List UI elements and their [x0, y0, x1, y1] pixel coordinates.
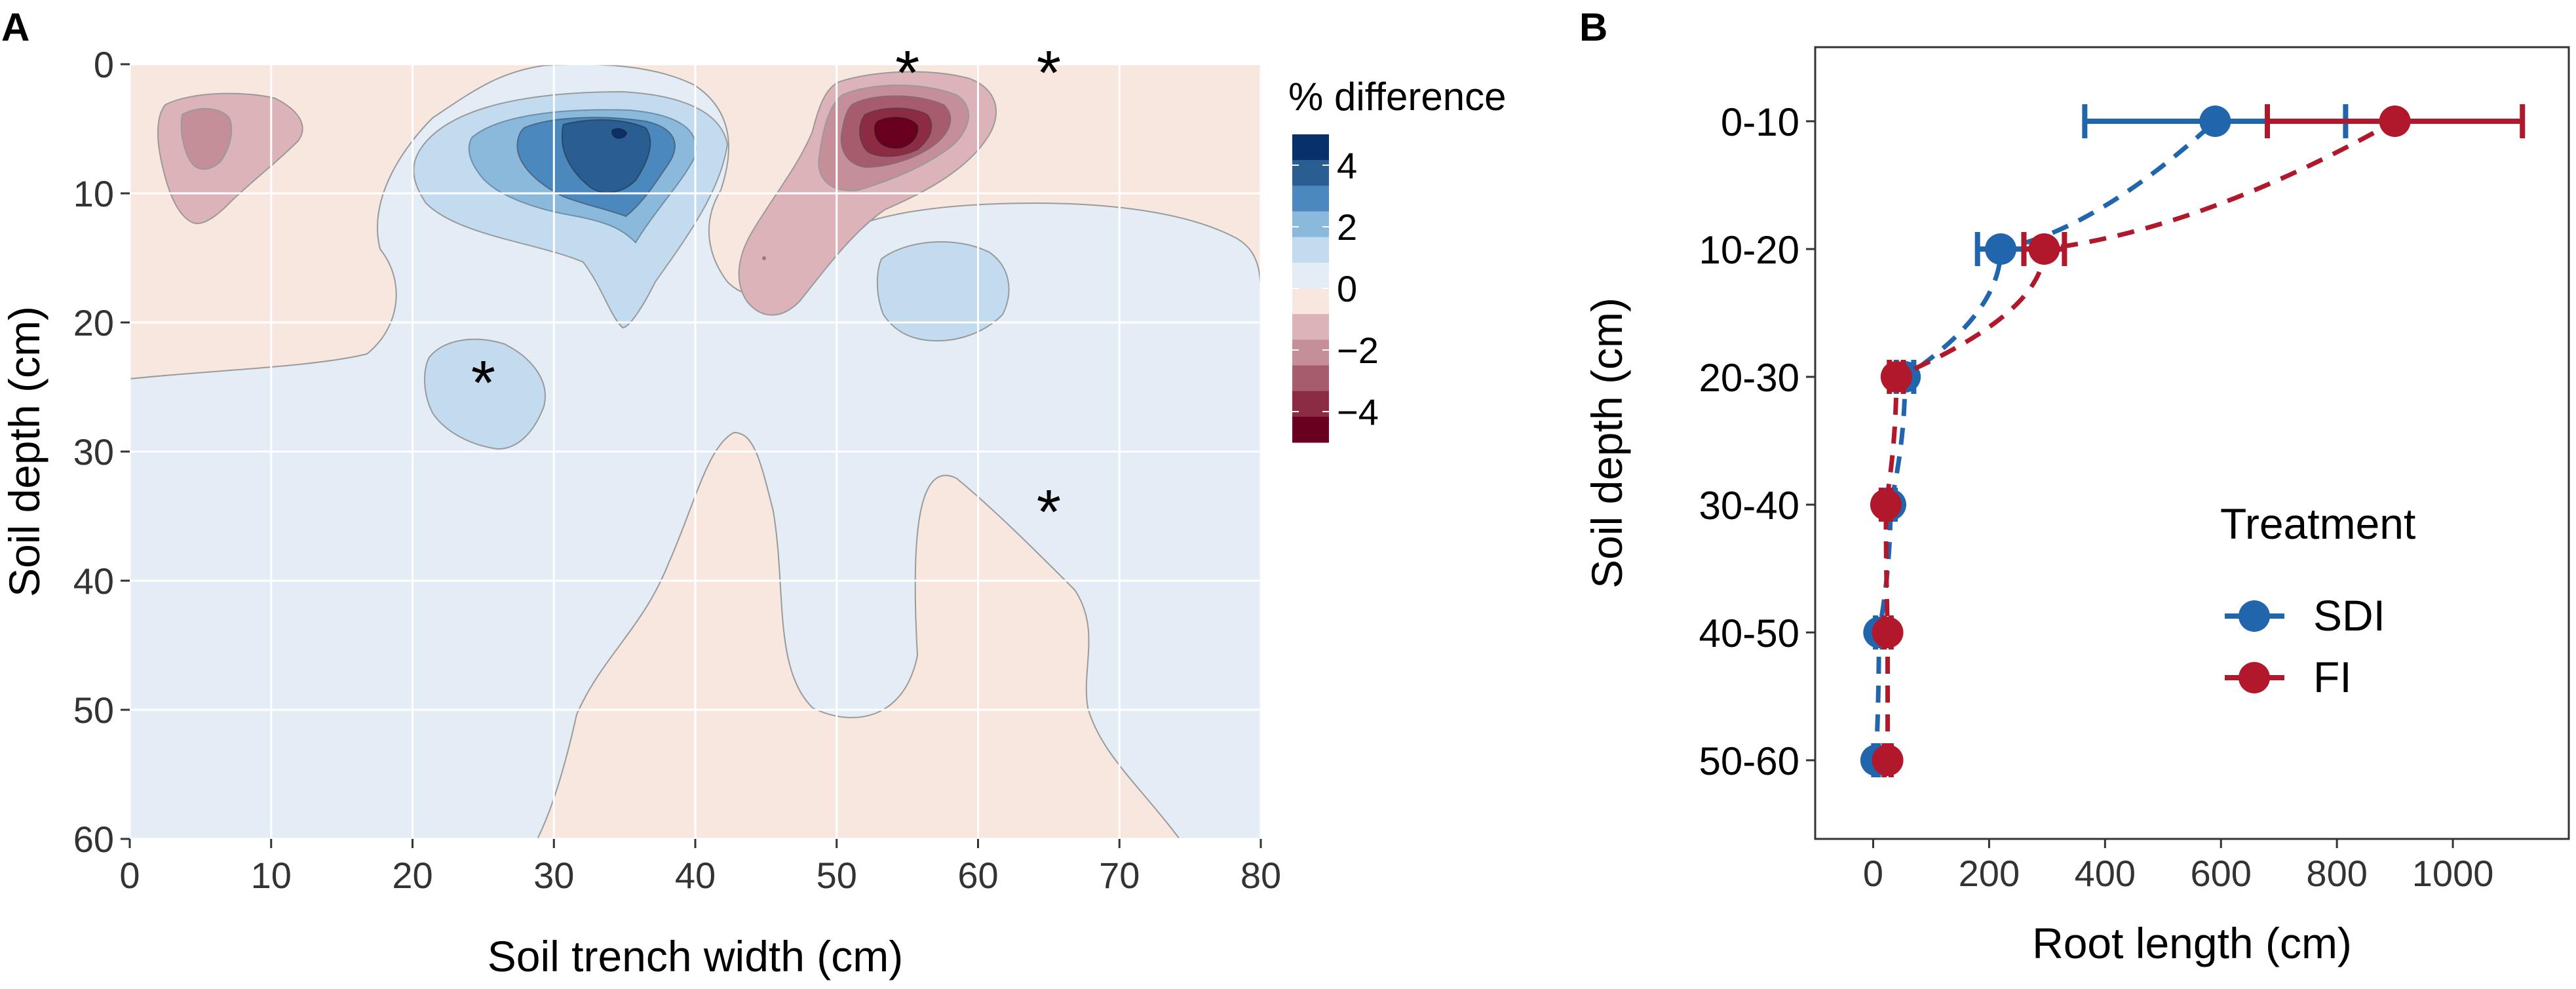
y-tick-label: 30 — [73, 431, 114, 473]
data-point — [1880, 361, 1912, 393]
y-axis-title: Soil depth (cm) — [1583, 298, 1631, 589]
x-tick-label: 200 — [1959, 853, 2020, 894]
x-tick-label: 400 — [2075, 853, 2136, 894]
colorbar-label: 0 — [1337, 268, 1357, 309]
x-axis-ticks: 0 10 20 30 40 50 60 70 80 — [119, 839, 1281, 896]
legend-title: % difference — [1288, 75, 1506, 119]
color-legend: % difference 4 2 0 −2 −4 — [1288, 75, 1506, 443]
colorbar-swatch — [1292, 288, 1329, 315]
significance-asterisk: * — [895, 38, 919, 108]
x-tick-label: 1000 — [2412, 853, 2494, 894]
colorbar-swatch — [1292, 391, 1329, 417]
colorbar-label: −4 — [1337, 391, 1379, 433]
colorbar-swatch — [1292, 211, 1329, 238]
x-tick-label: 600 — [2191, 853, 2252, 894]
contour-negative-peak — [874, 117, 919, 149]
colorbar-swatch — [1292, 185, 1329, 212]
x-axis-ticks: 0 200 400 600 800 1000 — [1863, 839, 2493, 894]
colorbar-swatch — [1292, 262, 1329, 289]
y-tick-label: 10 — [73, 173, 114, 214]
x-tick-label: 20 — [392, 855, 433, 896]
treatment-legend: Treatment SDI FI — [2220, 499, 2415, 701]
x-tick-label: 60 — [957, 855, 998, 896]
colorbar-swatch — [1292, 339, 1329, 366]
data-point — [1872, 617, 1904, 648]
x-tick-label: 800 — [2306, 853, 2367, 894]
data-point — [2199, 106, 2231, 137]
legend-marker — [2239, 662, 2270, 693]
contour-positive-peak — [611, 128, 628, 139]
y-tick-label: 0 — [94, 44, 114, 85]
y-tick-label: 20-30 — [1699, 356, 1799, 400]
y-axis-ticks: 0-10 10-20 20-30 30-40 40-50 50-60 — [1699, 100, 1815, 783]
panel-a-label: A — [1, 5, 29, 49]
x-tick-label: 0 — [119, 855, 140, 896]
x-tick-label: 70 — [1099, 855, 1140, 896]
x-tick-label: 10 — [251, 855, 292, 896]
colorbar-labels: 4 2 0 −2 −4 — [1292, 145, 1379, 433]
x-tick-label: 30 — [533, 855, 574, 896]
x-tick-label: 50 — [817, 855, 857, 896]
colorbar — [1292, 134, 1329, 443]
data-point — [1985, 233, 2017, 265]
significance-asterisk: * — [1037, 38, 1061, 108]
legend-items: SDI FI — [2225, 591, 2385, 701]
x-tick-label: 80 — [1240, 855, 1281, 896]
data-point — [1872, 745, 1904, 776]
y-axis-title: Soil depth (cm) — [0, 306, 48, 597]
legend-label: SDI — [2313, 591, 2385, 640]
colorbar-swatch — [1292, 134, 1329, 161]
contour-point — [762, 256, 766, 260]
panel-b-label: B — [1579, 5, 1607, 49]
data-point — [1870, 489, 1902, 520]
contour-plot: 0 10 20 30 40 50 60 70 80 0 10 20 30 40 50 60 * * * * Soi… — [0, 38, 1281, 980]
series-fi — [1870, 104, 2526, 777]
legend-marker — [2239, 600, 2270, 632]
x-tick-label: 40 — [675, 855, 716, 896]
y-tick-label: 40-50 — [1699, 611, 1799, 655]
data-point — [2028, 233, 2060, 265]
y-tick-label: 0-10 — [1721, 100, 1799, 144]
colorbar-swatch — [1292, 237, 1329, 263]
colorbar-label: −2 — [1337, 330, 1379, 371]
plot-frame — [1814, 46, 2570, 840]
x-tick-label: 0 — [1863, 853, 1883, 894]
y-tick-label: 50 — [73, 689, 114, 731]
significance-asterisk: * — [1037, 477, 1061, 547]
y-tick-label: 30-40 — [1699, 484, 1799, 528]
legend-item-fi: FI — [2225, 653, 2352, 701]
series-layer — [1860, 104, 2526, 777]
y-tick-label: 20 — [73, 302, 114, 343]
colorbar-label: 2 — [1337, 206, 1357, 248]
y-tick-label: 50-60 — [1699, 739, 1799, 783]
root-length-plot: 0 200 400 600 800 1000 0-10 10-20 20-30 30-40 40-… — [1583, 46, 2570, 967]
data-point — [2379, 106, 2411, 137]
significance-asterisk: * — [471, 348, 495, 418]
contour-negative-left-inner — [180, 107, 233, 170]
contour-positive-small-left — [424, 338, 546, 450]
significance-markers: * * * * — [471, 38, 1061, 547]
x-axis-title: Root length (cm) — [2032, 919, 2352, 967]
y-tick-label: 10-20 — [1699, 228, 1799, 272]
x-axis-title: Soil trench width (cm) — [488, 932, 904, 980]
colorbar-swatch — [1292, 416, 1329, 443]
colorbar-label: 4 — [1337, 145, 1357, 186]
y-tick-label: 60 — [73, 819, 114, 860]
legend-title: Treatment — [2220, 499, 2415, 548]
y-tick-label: 40 — [73, 560, 114, 602]
colorbar-swatch — [1292, 160, 1329, 186]
colorbar-swatch — [1292, 365, 1329, 392]
legend-item-sdi: SDI — [2225, 591, 2385, 640]
contour-positive-small-right — [876, 241, 1010, 342]
contour-positive-higher — [561, 119, 651, 193]
y-axis-ticks: 0 10 20 30 40 50 60 — [73, 44, 130, 860]
legend-label: FI — [2313, 653, 2352, 701]
colorbar-swatch — [1292, 314, 1329, 340]
grid-lines — [130, 64, 1261, 839]
